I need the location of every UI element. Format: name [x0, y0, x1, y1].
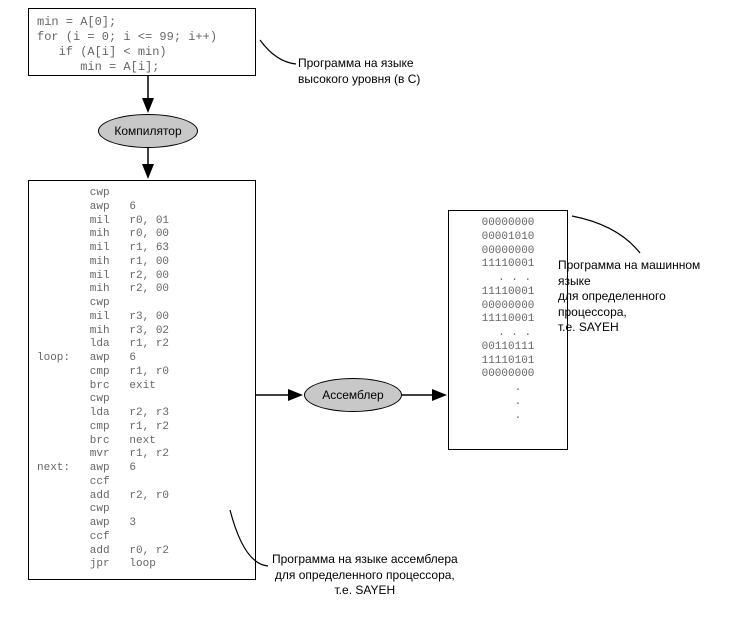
c-code-box: min = A[0]; for (i = 0; i <= 99; i++) if…: [28, 8, 256, 76]
assembler-label: Ассемблер: [322, 388, 383, 402]
caption-machine-program: Программа на машинном языке для определе…: [558, 258, 735, 336]
compiler-label: Компилятор: [114, 124, 181, 138]
compiler-node: Компилятор: [98, 114, 198, 148]
curve-c-caption: [260, 40, 296, 64]
caption-asm-line2: для определенного процессора,: [272, 568, 458, 584]
curve-machine-caption: [572, 216, 640, 253]
caption-c-line2: высокого уровня (в С): [298, 72, 420, 88]
caption-machine-line3: т.е. SAYEH: [558, 320, 735, 336]
caption-c-program: Программа на языке высокого уровня (в С): [298, 56, 420, 87]
caption-c-line1: Программа на языке: [298, 56, 420, 72]
caption-asm-program: Программа на языке ассемблера для опреде…: [272, 552, 458, 599]
caption-machine-line1: Программа на машинном языке: [558, 258, 735, 289]
assembly-code-box: cwp awp 6 mil r0, 01 mih r0, 00 mil r1, …: [28, 180, 256, 580]
assembler-node: Ассемблер: [304, 378, 402, 412]
caption-asm-line3: т.е. SAYEH: [272, 583, 458, 599]
caption-machine-line2: для определенного процессора,: [558, 289, 735, 320]
assembly-code-text: cwp awp 6 mil r0, 01 mih r0, 00 mil r1, …: [37, 187, 247, 572]
machine-code-box: 00000000 00001010 00000000 11110001 . . …: [448, 210, 568, 450]
caption-asm-line1: Программа на языке ассемблера: [272, 552, 458, 568]
machine-code-text: 00000000 00001010 00000000 11110001 . . …: [457, 217, 559, 423]
c-code-text: min = A[0]; for (i = 0; i <= 99; i++) if…: [37, 15, 247, 75]
